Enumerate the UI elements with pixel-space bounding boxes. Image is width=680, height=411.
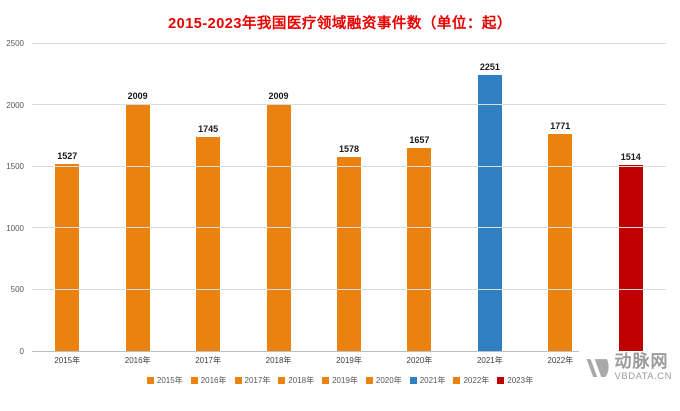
watermark-text: 动脉网 VBDATA.CN (614, 352, 672, 382)
bar-group-2021年: 2251 (455, 44, 525, 351)
bar-group-2020年: 1657 (384, 44, 454, 351)
bar (196, 136, 221, 351)
x-axis-label: 2020年 (406, 356, 433, 365)
bar-group-2019年: 1578 (314, 44, 384, 351)
legend-item-2016年: 2016年 (190, 375, 227, 386)
legend-swatch (278, 377, 286, 384)
bars-layer: 1527 2009 1745 2009 1578 1657 2251 1771 1514 (32, 44, 666, 351)
legend-swatch (190, 377, 198, 384)
legend-label: 2021年 (419, 376, 446, 385)
legend-swatch (234, 377, 242, 384)
legend-label: 2022年 (463, 376, 490, 385)
legend-label: 2019年 (332, 376, 358, 385)
x-axis-label: 2016年 (124, 356, 151, 365)
bar (55, 163, 80, 351)
gridline (32, 288, 666, 290)
y-tick-label: 0 (19, 347, 24, 356)
legend-item-2018年: 2018年 (278, 375, 314, 386)
legend-swatch (497, 377, 505, 384)
plot-area: 1527 2009 1745 2009 1578 1657 2251 1771 1514 (32, 43, 666, 352)
x-axis-label: 2019年 (336, 356, 362, 365)
legend-label: 2015年 (156, 376, 183, 385)
legend-item-2017年: 2017年 (234, 375, 271, 386)
legend-label: 2016年 (200, 376, 227, 385)
bar (618, 165, 643, 351)
bar-value-label: 1527 (57, 150, 78, 161)
legend: 2015年 2016年 2017年 2018年 2019年 2020年 2021年 2022年… (0, 375, 680, 386)
bar-value-label: 2251 (479, 61, 500, 72)
bar-value-label: 1578 (338, 144, 359, 155)
bar-value-label: 2009 (268, 91, 289, 102)
bar-value-label: 1771 (550, 120, 571, 131)
y-tick-label: 1500 (6, 162, 24, 172)
bar-group-2015年: 1527 (32, 44, 102, 351)
legend-label: 2023年 (507, 376, 534, 385)
watermark-site: VBDATA.CN (614, 370, 672, 382)
chart-title: 2015-2023年我国医疗领域融资事件数（单位：起） (168, 16, 512, 32)
legend-item-2021年: 2021年 (409, 375, 446, 386)
bar-group-2023年: 1514 (596, 44, 666, 351)
bar-group-2017年: 1745 (173, 44, 243, 351)
legend-item-2015年: 2015年 (146, 375, 183, 386)
legend-swatch (146, 377, 154, 384)
legend-label: 2020年 (375, 376, 402, 385)
y-tick-label: 2500 (6, 39, 24, 48)
x-axis-label: 2018年 (265, 356, 292, 365)
legend-label: 2018年 (288, 376, 315, 385)
gridline (32, 43, 666, 44)
gridline (32, 104, 666, 106)
y-axis: 0 500 1000 1500 2000 2500 (0, 39, 28, 356)
bar-value-label: 1657 (409, 134, 430, 145)
legend-label: 2017年 (244, 376, 271, 385)
watermark: 动脉网 VBDATA.CN (578, 351, 674, 385)
y-tick-label: 1000 (6, 223, 24, 233)
x-axis-label: 2017年 (195, 356, 221, 365)
bar (407, 147, 432, 351)
x-axis-label: 2021年 (476, 356, 503, 365)
bar-group-2016年: 2009 (102, 44, 172, 351)
legend-item-2022年: 2022年 (453, 375, 489, 386)
watermark-brand: 动脉网 (614, 352, 669, 371)
bar-group-2018年: 2009 (243, 44, 313, 351)
x-axis-labels: 2015年 2016年 2017年 2018年 2019年 2020年 2021年 2022年… (32, 355, 666, 366)
y-tick-label: 2000 (6, 100, 24, 110)
legend-item-2020年: 2020年 (365, 375, 402, 386)
bar (336, 157, 361, 351)
legend-swatch (365, 377, 373, 384)
bar (548, 133, 573, 351)
legend-swatch (453, 377, 461, 384)
x-axis-label: 2022年 (547, 356, 574, 365)
legend-item-2023年: 2023年 (497, 375, 533, 386)
legend-item-2019年: 2019年 (322, 375, 358, 386)
bar-group-2022年: 1771 (525, 44, 595, 351)
y-tick-label: 500 (10, 285, 24, 295)
legend-swatch (322, 377, 330, 384)
gridline (32, 165, 666, 167)
vbdata-logo-icon (586, 358, 609, 377)
bar-value-label: 1514 (620, 152, 641, 163)
legend-swatch (409, 377, 417, 384)
gridline (32, 227, 666, 229)
bar-value-label: 2009 (127, 91, 148, 102)
bar (477, 74, 502, 351)
x-axis-label: 2015年 (54, 356, 81, 365)
bar-value-label: 1745 (198, 123, 219, 134)
